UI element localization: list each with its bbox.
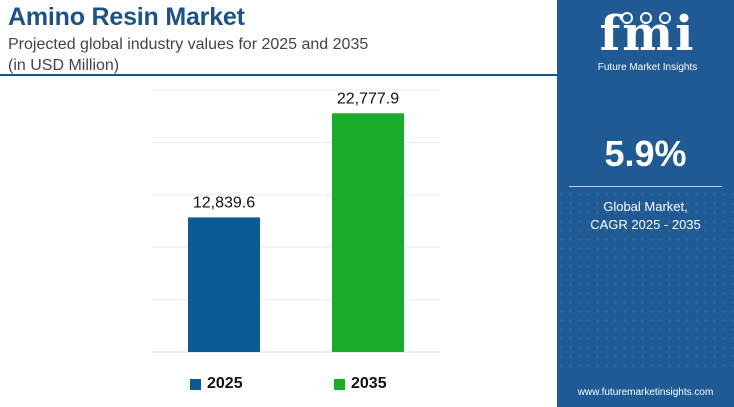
- legend-item-2025: 2025: [190, 375, 243, 393]
- world-map-pattern: [557, 190, 734, 370]
- legend-label-2035: 2035: [351, 375, 387, 392]
- chart-subtitle: Projected global industry values for 202…: [8, 34, 368, 76]
- header-divider: [0, 74, 557, 76]
- fmi-logo: fmi Future Market Insights: [585, 8, 710, 73]
- subtitle-line-2: (in USD Million): [8, 57, 120, 74]
- legend-swatch-2025: [190, 378, 201, 390]
- website-url[interactable]: www.futuremarketinsights.com: [577, 387, 714, 398]
- legend-swatch-2035: [334, 378, 345, 390]
- cagr-label: Global Market, CAGR 2025 - 2035: [557, 198, 734, 234]
- logo-subtitle: Future Market Insights: [597, 62, 698, 73]
- subtitle-line-1: Projected global industry values for 202…: [8, 36, 369, 53]
- bar-2035: [332, 113, 404, 353]
- legend-item-2035: 2035: [334, 375, 387, 393]
- legend-label-2025: 2025: [207, 375, 243, 392]
- side-panel: fmi Future Market Insights 5.9% Global M…: [557, 0, 734, 407]
- logo-dots-icon: [621, 12, 671, 24]
- bar-2025: [188, 217, 260, 352]
- data-label-2035: 22,777.9: [337, 90, 399, 107]
- bar-chart: 12,839.6 22,777.9: [152, 89, 440, 353]
- cagr-label-line-1: Global Market,: [603, 199, 688, 214]
- chart-title: Amino Resin Market: [8, 3, 245, 31]
- side-divider: [569, 186, 722, 187]
- data-label-2025: 12,839.6: [193, 194, 255, 211]
- cagr-value: 5.9%: [604, 133, 687, 174]
- cagr-label-line-2: CAGR 2025 - 2035: [590, 217, 701, 232]
